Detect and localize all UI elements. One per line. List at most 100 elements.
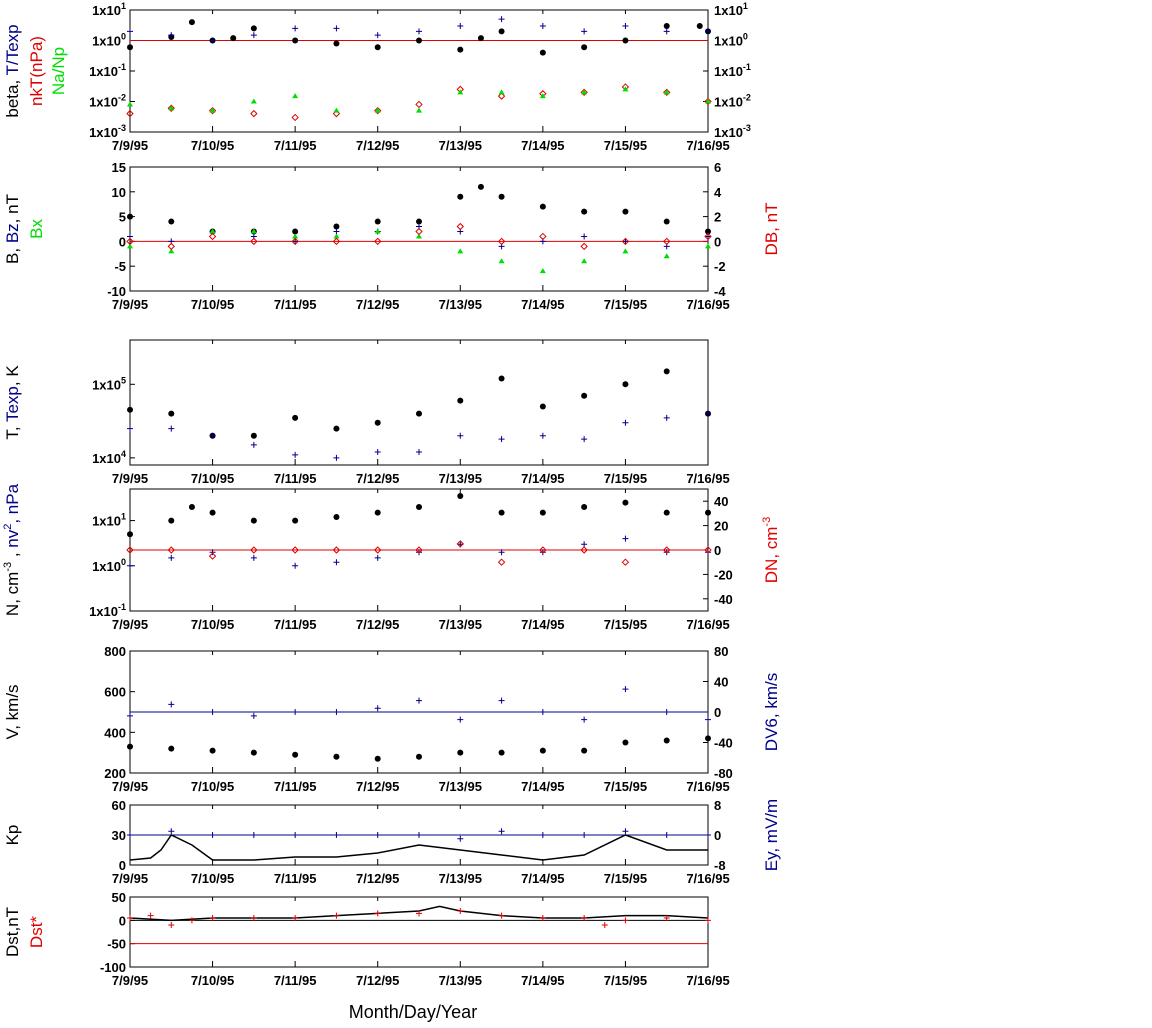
data-point (374, 44, 381, 51)
data-point (663, 88, 671, 97)
data-point (250, 109, 258, 118)
y-tick-left: -10 (107, 284, 126, 299)
series-dst (129, 905, 709, 922)
data-point (705, 549, 711, 556)
data-point (291, 546, 299, 554)
data-point (581, 89, 588, 95)
data-point (374, 218, 381, 225)
data-point (457, 248, 464, 254)
x-tick-label: 7/13/95 (439, 471, 482, 486)
data-point (457, 397, 464, 404)
data-point (250, 228, 257, 234)
x-tick-label: 7/9/95 (112, 871, 148, 886)
x-tick-label: 7/10/95 (191, 471, 234, 486)
data-point (250, 712, 257, 719)
data-point (209, 709, 216, 715)
data-point (374, 107, 381, 113)
panel-4: 1x10-1 1x100 1x101 -40 -20 0 20 40 7/9/95 7/10/95… (2, 483, 781, 632)
x-tick-label: 7/12/95 (356, 297, 399, 312)
data-point (127, 213, 133, 220)
panel-2: -10 -5 0 5 10 15 -4 -2 0 2 4 6 7/9/95 7/10/95 7/11/95 7… (3, 160, 781, 312)
data-point (333, 25, 340, 32)
data-point (292, 517, 299, 524)
x-tick-label: 7/15/95 (604, 973, 647, 988)
y-tick-right: 40 (714, 494, 728, 509)
data-point (168, 828, 175, 835)
data-point (167, 104, 175, 112)
y-tick-left: 800 (104, 644, 126, 659)
data-point (581, 392, 588, 399)
data-point (168, 105, 175, 111)
x-tick-label: 7/11/95 (274, 297, 317, 312)
data-point (250, 441, 257, 448)
data-point (705, 243, 711, 249)
data-point (580, 88, 588, 97)
data-point (333, 709, 340, 715)
y-tick-left: -5 (114, 259, 126, 274)
series-beta (127, 19, 711, 56)
x-tick-label: 7/10/95 (191, 871, 234, 886)
series-na-np (127, 86, 711, 113)
data-point (209, 832, 216, 838)
x-tick-label: 7/13/95 (439, 617, 482, 632)
data-point (209, 228, 216, 234)
data-point (188, 19, 195, 26)
data-point (250, 237, 258, 246)
data-point (663, 915, 670, 921)
y-label-right: DB, nT (762, 203, 781, 256)
x-tick-label: 7/11/95 (274, 779, 317, 794)
x-tick-label: 7/9/95 (112, 138, 148, 153)
data-point (292, 751, 299, 758)
data-point (663, 368, 670, 375)
x-tick-label: 7/10/95 (191, 617, 234, 632)
plot-frame (129, 896, 709, 968)
data-point (208, 552, 217, 560)
data-point (188, 503, 195, 510)
x-tick-label: 7/10/95 (191, 138, 234, 153)
data-point (188, 917, 195, 924)
y-tick-right: 1x10-3 (714, 123, 751, 140)
data-point (374, 546, 382, 554)
y-tick-left: 1x100 (92, 32, 126, 49)
y-tick-right: 4 (714, 185, 722, 200)
data-point (705, 917, 711, 924)
y-label-left: beta, T/Texp (3, 24, 22, 117)
data-point (581, 233, 588, 240)
data-point (622, 86, 629, 92)
data-point (230, 35, 237, 42)
data-point (704, 232, 712, 241)
data-point (457, 749, 464, 756)
data-point (250, 915, 257, 921)
y-tick-left: 60 (112, 798, 126, 813)
x-tick-label: 7/15/95 (604, 297, 647, 312)
data-point (250, 554, 257, 561)
panel-3: 1x104 1x105 7/9/95 7/10/95 7/11/95 7/12/95 7/1… (3, 339, 730, 486)
x-tick-label: 7/13/95 (439, 138, 482, 153)
series-t (127, 368, 711, 439)
data-point (498, 436, 505, 443)
data-point (250, 749, 257, 756)
y-tick-right: 1x10-1 (714, 62, 751, 79)
data-point (168, 425, 175, 432)
y-tick-left: 400 (104, 725, 126, 740)
data-point (539, 915, 546, 921)
data-point (498, 375, 505, 382)
data-point (622, 208, 629, 215)
y-label-left: Kp (3, 825, 22, 846)
data-point (209, 915, 216, 921)
series-nv2 (127, 535, 711, 569)
y-tick-right: 0 (714, 828, 721, 843)
y-tick-left: 1x101 (92, 1, 126, 18)
data-point (333, 107, 340, 113)
y-tick-right: 0 (714, 543, 721, 558)
x-tick-label: 7/12/95 (356, 617, 399, 632)
data-point (416, 697, 422, 704)
data-point (498, 16, 505, 23)
data-point (292, 414, 299, 421)
data-point (539, 549, 546, 556)
data-point (127, 243, 133, 249)
x-tick-label: 7/13/95 (439, 871, 482, 886)
data-point (497, 237, 506, 246)
y-tick-right: -2 (714, 259, 726, 274)
